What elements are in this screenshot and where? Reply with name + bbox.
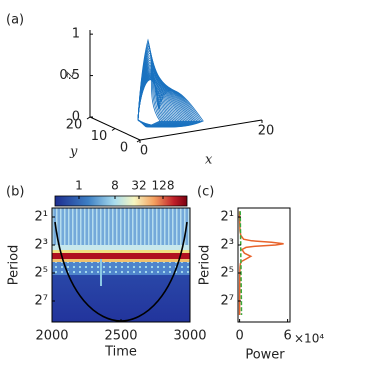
y-axis-label: Period [198, 245, 213, 286]
x-tick-label: 0 [140, 144, 148, 159]
heatmap-band [52, 245, 190, 250]
heatmap-band [52, 208, 190, 245]
y-tick [136, 139, 141, 143]
panel-label: (a) [6, 13, 24, 28]
y-tick-label: 0 [120, 141, 128, 156]
x-tick-label: 20 [258, 124, 275, 139]
wavelet-heatmap [51, 207, 191, 323]
x-axis-label: Time [104, 345, 137, 360]
colorbar-tick-label: 8 [111, 179, 119, 193]
y-tick-label: 2⁵ [221, 266, 234, 281]
z-axis-label: z [63, 71, 78, 79]
colorbar-tick-label: 32 [131, 179, 146, 193]
y-tick-label: 20 [66, 118, 83, 133]
x-tick-label: 0 [235, 329, 243, 344]
y-axis-label: y [69, 145, 78, 160]
x-axis [139, 119, 263, 141]
series-line [239, 211, 243, 316]
y-tick-label: 2¹ [221, 210, 234, 225]
x-tick-label: 2500 [104, 329, 137, 344]
y-tick [86, 116, 91, 120]
y-axis-label: Period [7, 245, 22, 286]
y-tick-label: 2³ [35, 238, 48, 253]
y-tick-label: 2⁵ [35, 266, 48, 281]
x-tick-label: 3000 [173, 329, 206, 344]
y-tick-label: 2³ [221, 238, 234, 253]
heatmap-band [52, 259, 190, 262]
series-line [238, 211, 284, 315]
panel-label: (c) [197, 185, 214, 200]
y-tick-label: 10 [91, 129, 108, 144]
heatmap-band [52, 262, 190, 275]
heatmap-band [52, 253, 190, 259]
x-multiplier: ×10⁴ [294, 332, 324, 346]
axes-box [237, 207, 291, 323]
heatmap-band [52, 250, 190, 253]
z-tick-label: 0.5 [59, 68, 80, 83]
colorbar-tick-label: 128 [152, 179, 175, 193]
z-tick-label: 1 [72, 27, 80, 42]
x-axis-label: Power [245, 348, 285, 363]
colorbar-tick-label: 1 [75, 179, 83, 193]
y-tick [111, 128, 116, 131]
y-tick-label: 2¹ [35, 210, 48, 225]
x-axis-label: x [205, 153, 213, 168]
panel-label: (b) [6, 185, 24, 200]
z-tick-label: 0 [72, 110, 80, 125]
y-tick-label: 2⁷ [35, 294, 48, 309]
x-tick-label: 6 [283, 329, 291, 344]
y-tick-label: 2⁷ [221, 294, 234, 309]
attractor-loop [137, 79, 204, 128]
x-tick-label: 2000 [35, 329, 68, 344]
colorbar [54, 195, 188, 207]
heatmap-spike [100, 259, 102, 286]
